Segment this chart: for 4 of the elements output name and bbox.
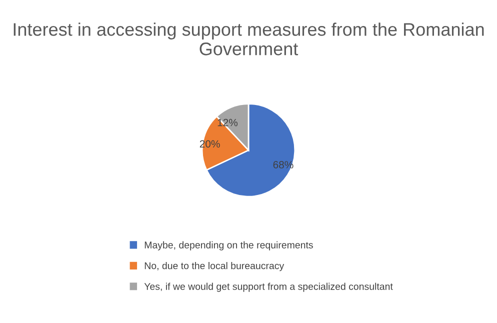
legend-label: Yes, if we would get support from a specialized consultant bbox=[144, 282, 393, 292]
chart-title: Interest in accessing support measures from the Romanian Government bbox=[14, 22, 484, 56]
legend-label: No, due to the local bureaucracy bbox=[144, 262, 284, 272]
legend-label: Maybe, depending on the requirements bbox=[144, 241, 313, 250]
